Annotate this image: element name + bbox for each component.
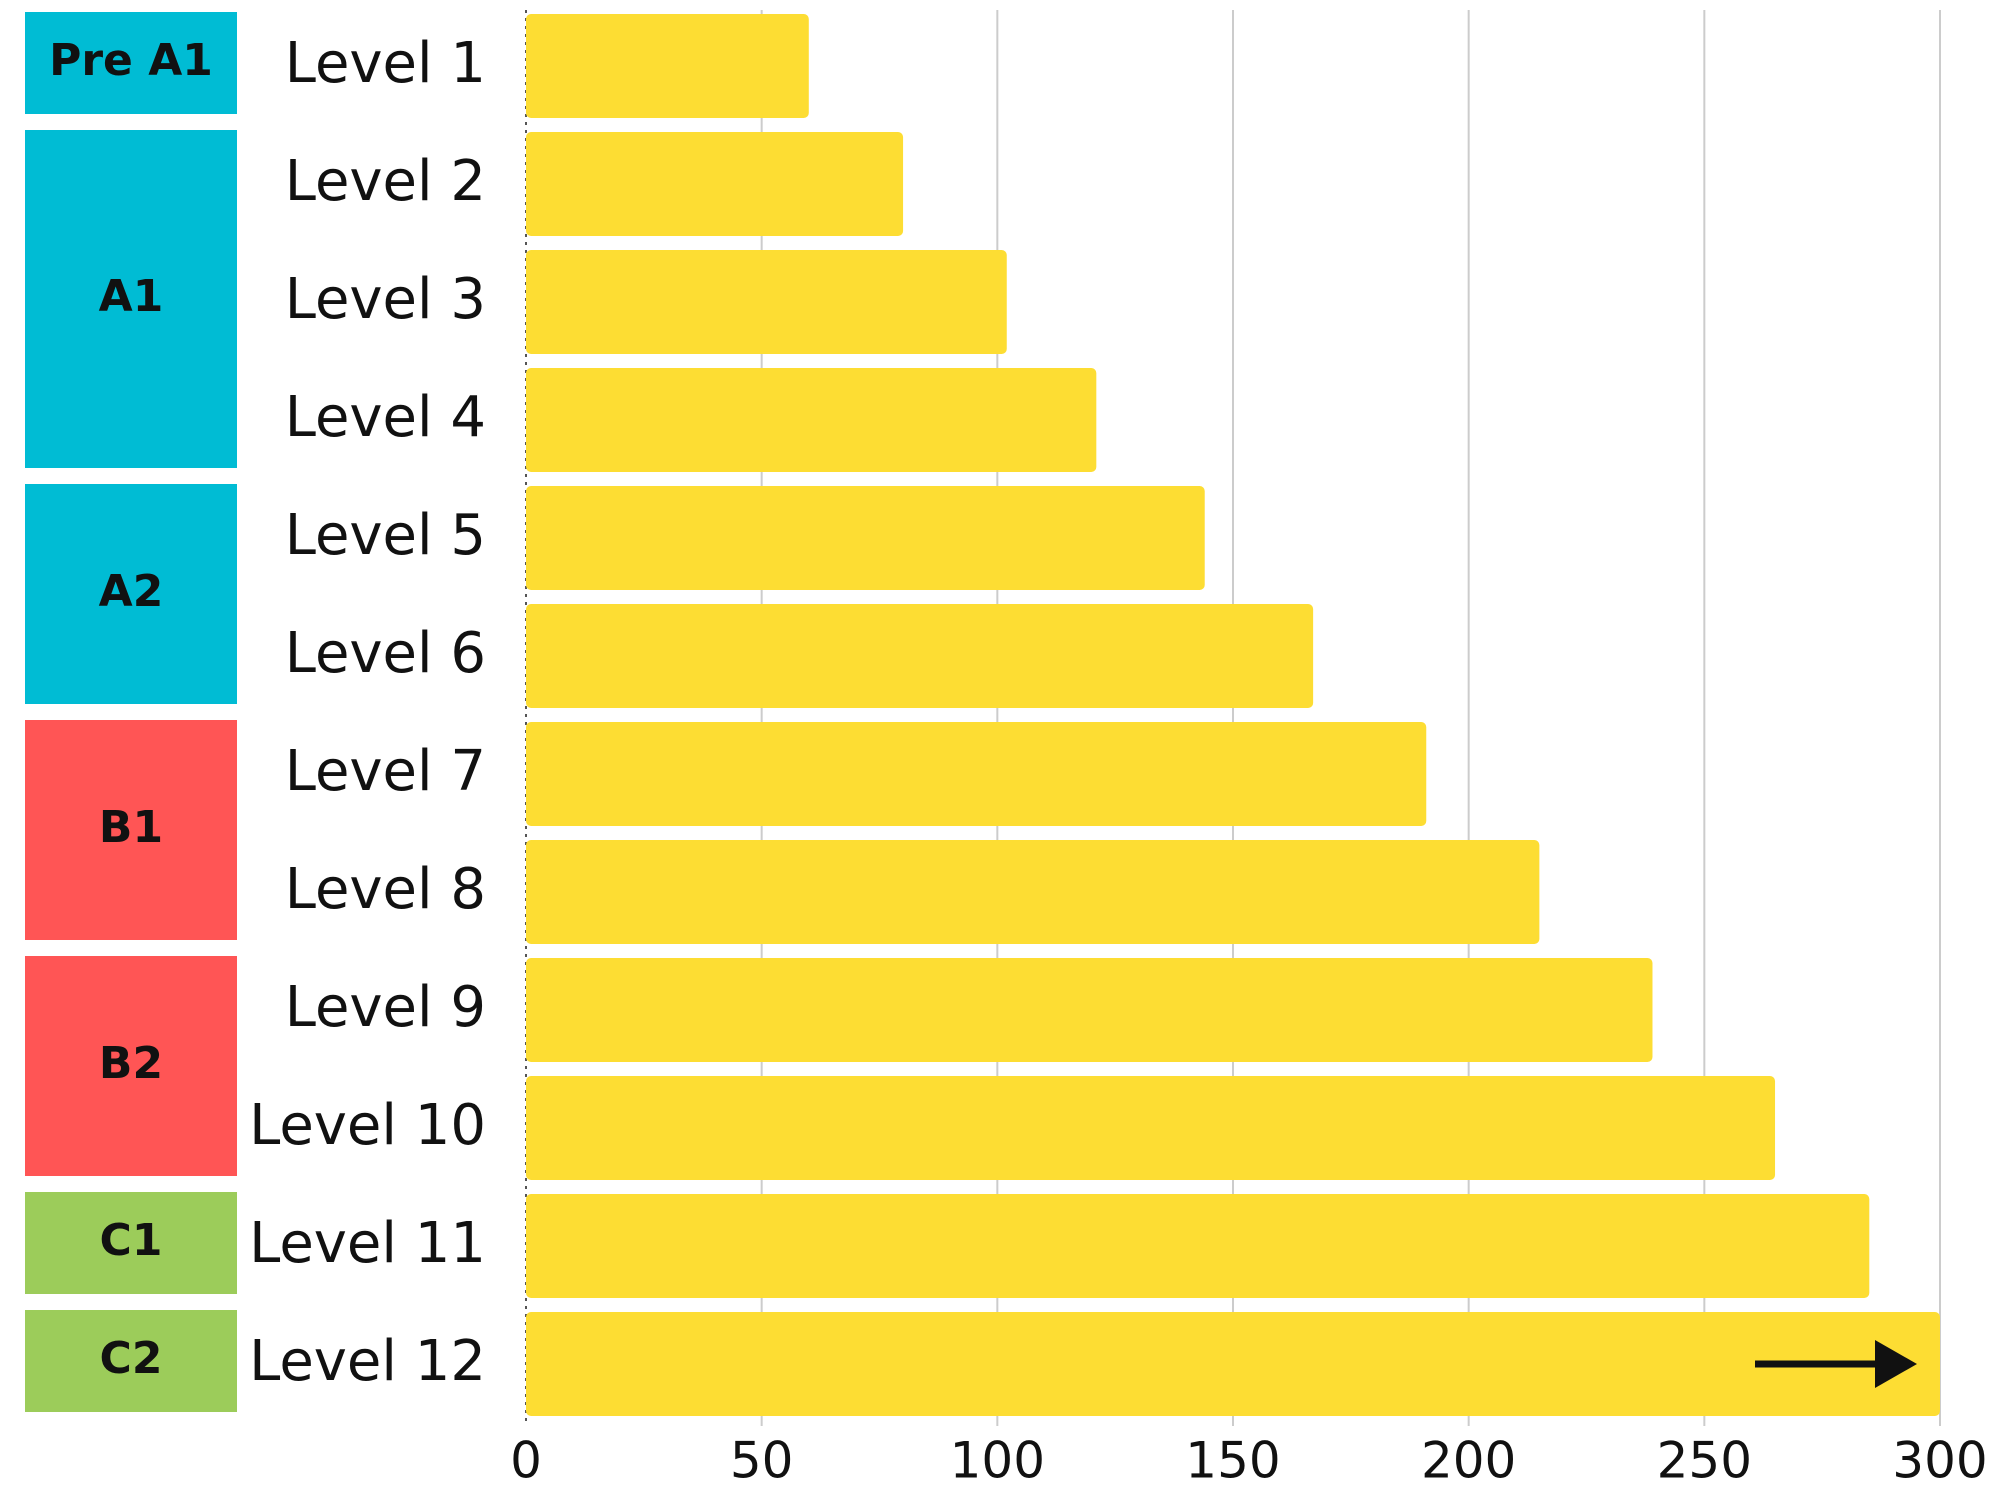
bar	[526, 1076, 1776, 1180]
y-tick-label: Level 1	[285, 31, 486, 96]
band-label: A1	[99, 271, 164, 322]
band-label: B1	[99, 802, 163, 853]
y-tick-label: Level 11	[249, 1211, 486, 1276]
y-tick-label: Level 2	[285, 149, 486, 214]
y-tick-label: Level 9	[285, 975, 486, 1040]
y-tick-label: Level 8	[285, 857, 486, 922]
bar	[526, 1312, 1940, 1416]
bar	[526, 14, 809, 118]
bar	[526, 486, 1205, 590]
x-tick-label: 150	[1185, 1432, 1280, 1485]
band-label: B2	[99, 1038, 163, 1089]
band-box	[25, 130, 237, 468]
band-box	[25, 1310, 237, 1412]
band-box	[25, 956, 237, 1176]
y-tick-label: Level 3	[285, 267, 486, 332]
band-label: Pre A1	[49, 35, 213, 86]
arrow-head	[1875, 1340, 1917, 1388]
band-label: C1	[100, 1215, 163, 1266]
x-tick-label: 0	[510, 1432, 542, 1485]
y-tick-label: Level 7	[285, 739, 486, 804]
x-tick-label: 100	[950, 1432, 1045, 1485]
bar	[526, 368, 1097, 472]
band-box	[25, 484, 237, 704]
x-tick-label: 300	[1892, 1432, 1987, 1485]
x-tick-label: 200	[1421, 1432, 1516, 1485]
x-tick-label: 50	[730, 1432, 794, 1485]
y-tick-label: Level 6	[285, 621, 486, 686]
y-tick-label: Level 5	[285, 503, 486, 568]
band-label: C2	[100, 1333, 163, 1384]
x-tick-label: 250	[1657, 1432, 1752, 1485]
y-tick-label: Level 10	[249, 1093, 486, 1158]
bar	[526, 250, 1007, 354]
band-box	[25, 720, 237, 940]
band-box	[25, 12, 237, 114]
bar	[526, 958, 1653, 1062]
bar	[526, 604, 1314, 708]
band-box	[25, 1192, 237, 1294]
bar	[526, 840, 1540, 944]
band-label: A2	[99, 566, 164, 617]
bar	[526, 722, 1427, 826]
bar	[526, 132, 904, 236]
y-tick-label: Level 4	[285, 385, 486, 450]
bar	[526, 1194, 1870, 1298]
y-tick-label: Level 12	[249, 1329, 486, 1394]
